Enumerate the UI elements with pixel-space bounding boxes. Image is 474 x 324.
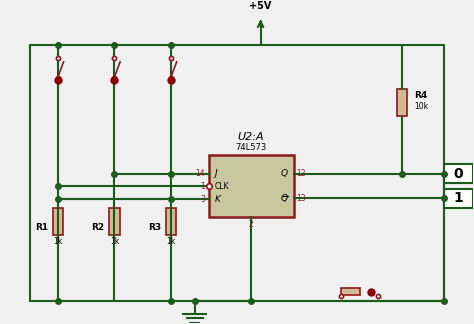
Text: R3: R3	[148, 223, 161, 232]
Text: +5V: +5V	[249, 1, 272, 11]
Text: Q: Q	[281, 169, 288, 178]
Text: R2: R2	[91, 223, 105, 232]
Text: 2: 2	[249, 220, 254, 229]
Text: 0: 0	[454, 167, 463, 181]
Text: Q: Q	[281, 194, 288, 203]
Text: 1k: 1k	[166, 237, 176, 246]
Text: 3: 3	[200, 195, 205, 204]
Text: R4: R4	[414, 91, 427, 100]
FancyBboxPatch shape	[444, 164, 473, 183]
Text: 14: 14	[195, 169, 205, 178]
Text: J: J	[214, 169, 217, 178]
FancyBboxPatch shape	[209, 155, 293, 217]
FancyBboxPatch shape	[341, 288, 359, 295]
Text: K: K	[214, 195, 220, 204]
FancyBboxPatch shape	[444, 189, 473, 208]
Text: R1: R1	[35, 223, 48, 232]
Text: 1: 1	[454, 191, 464, 205]
Text: 1k: 1k	[110, 237, 119, 246]
Text: 12: 12	[296, 169, 306, 178]
Text: 10k: 10k	[414, 102, 428, 111]
Text: 1k: 1k	[53, 237, 63, 246]
FancyBboxPatch shape	[53, 208, 63, 235]
FancyBboxPatch shape	[397, 89, 407, 116]
Text: CLK: CLK	[214, 181, 229, 191]
FancyBboxPatch shape	[109, 208, 119, 235]
Text: 1: 1	[200, 181, 205, 191]
Text: 13: 13	[296, 194, 306, 203]
Text: U2:A: U2:A	[238, 132, 264, 142]
FancyBboxPatch shape	[166, 208, 176, 235]
Text: 74L573: 74L573	[236, 143, 267, 152]
